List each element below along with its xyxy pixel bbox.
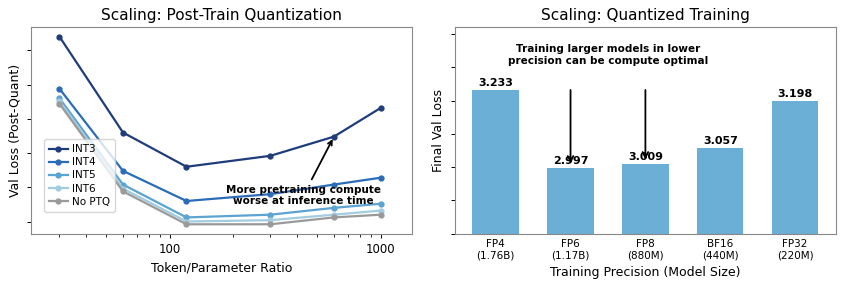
X-axis label: Token/Parameter Ratio: Token/Parameter Ratio xyxy=(150,261,292,274)
INT4 xyxy=(265,192,275,196)
INT5 xyxy=(54,96,64,100)
Text: 3.198: 3.198 xyxy=(777,89,813,99)
INT6 xyxy=(265,218,275,222)
INT3 xyxy=(118,131,128,134)
Bar xyxy=(622,164,668,287)
Bar xyxy=(473,90,519,287)
INT4 xyxy=(329,183,339,186)
Text: More pretraining compute
worse at inference time: More pretraining compute worse at infere… xyxy=(226,141,381,206)
Bar xyxy=(697,148,744,287)
Title: Scaling: Quantized Training: Scaling: Quantized Training xyxy=(541,8,749,23)
Y-axis label: Val Loss (Post-Quant): Val Loss (Post-Quant) xyxy=(8,64,21,197)
Text: 3.057: 3.057 xyxy=(703,136,738,146)
INT6 xyxy=(118,187,128,190)
INT5 xyxy=(265,213,275,216)
Bar xyxy=(772,101,819,287)
INT3 xyxy=(376,106,386,110)
INT4 xyxy=(54,87,64,90)
INT4 xyxy=(181,199,192,203)
INT3 xyxy=(329,135,339,138)
INT3 xyxy=(54,35,64,38)
Line: INT6: INT6 xyxy=(57,99,383,224)
INT6 xyxy=(376,209,386,212)
Text: 2.997: 2.997 xyxy=(553,156,588,166)
No PTQ xyxy=(376,213,386,216)
No PTQ xyxy=(265,222,275,226)
INT5 xyxy=(118,183,128,186)
INT4 xyxy=(376,176,386,179)
Line: INT3: INT3 xyxy=(57,34,383,169)
INT3 xyxy=(265,154,275,158)
No PTQ xyxy=(54,102,64,106)
INT5 xyxy=(329,206,339,210)
INT6 xyxy=(54,99,64,103)
No PTQ xyxy=(329,216,339,219)
INT6 xyxy=(329,213,339,216)
Line: INT5: INT5 xyxy=(57,96,383,220)
Text: 3.233: 3.233 xyxy=(479,77,513,88)
Text: 3.009: 3.009 xyxy=(628,152,663,162)
Legend: INT3, INT4, INT5, INT6, No PTQ: INT3, INT4, INT5, INT6, No PTQ xyxy=(44,139,116,212)
Line: INT4: INT4 xyxy=(57,86,383,203)
Line: No PTQ: No PTQ xyxy=(57,101,383,227)
INT4 xyxy=(118,169,128,172)
Bar xyxy=(547,168,593,287)
Text: Training larger models in lower
precision can be compute optimal: Training larger models in lower precisio… xyxy=(508,44,708,65)
Y-axis label: Final Val Loss: Final Val Loss xyxy=(432,89,446,172)
INT5 xyxy=(376,202,386,205)
INT6 xyxy=(181,220,192,223)
No PTQ xyxy=(118,190,128,193)
INT5 xyxy=(181,216,192,219)
INT3 xyxy=(181,165,192,168)
X-axis label: Training Precision (Model Size): Training Precision (Model Size) xyxy=(550,266,741,279)
No PTQ xyxy=(181,222,192,226)
Title: Scaling: Post-Train Quantization: Scaling: Post-Train Quantization xyxy=(101,8,342,23)
